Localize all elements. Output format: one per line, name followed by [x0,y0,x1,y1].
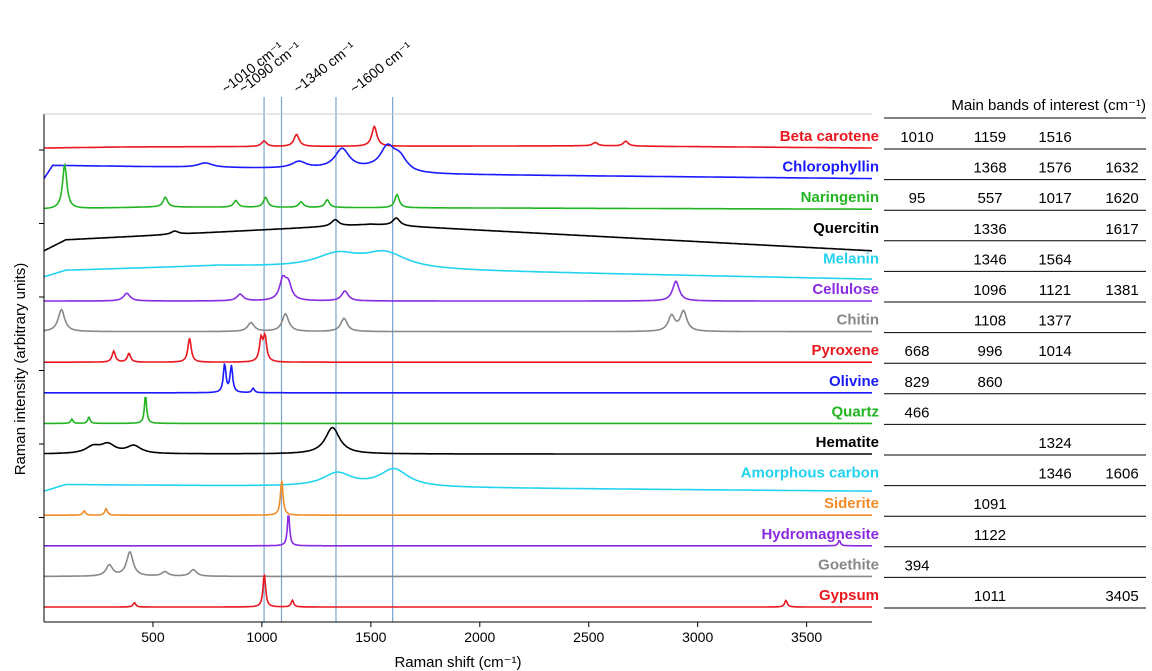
band-value: 1368 [973,160,1006,177]
spectrum-name-label: Pyroxene [811,342,879,359]
spectrum-name-label: Quartz [831,403,879,420]
band-value: 1014 [1038,343,1071,360]
band-value: 1617 [1105,221,1138,238]
band-value: 1324 [1038,435,1071,452]
reference-lines: ~1010 cm⁻¹~1090 cm⁻¹~1340 cm⁻¹~1600 cm⁻¹ [218,38,415,622]
spectrum-line [44,426,872,455]
spectra-group [43,124,872,608]
x-tick-label: 1000 [246,629,277,645]
band-value: 1336 [973,221,1006,238]
x-tick-label: 1500 [355,629,386,645]
band-value: 1346 [1038,466,1071,483]
bands-table: 1010 1159 1516 1368 1576 1632 95 557 1017 1620 133… [884,117,1146,605]
y-ticks [39,149,44,518]
band-value: 1122 [974,527,1006,544]
x-axis-label: Raman shift (cm⁻¹) [394,654,521,671]
spectrum-names: Beta carotene Chlorophyllin Naringenin Quer… [741,128,1146,609]
band-value: 1010 [900,129,933,146]
y-axis-label: Raman intensity (arbitrary units) [12,263,29,476]
x-tick-label: 3000 [682,629,713,645]
spectrum-line [44,551,872,578]
spectrum-line [44,331,872,363]
band-value: 1017 [1038,190,1071,207]
x-tick-label: 2500 [573,629,604,645]
spectrum-name-label: Beta carotene [780,128,879,145]
spectrum-name-label: Chlorophyllin [782,159,879,176]
band-value: 668 [904,343,929,360]
band-value: 1632 [1105,160,1138,177]
spectrum-name-label: Hydromagnesite [761,526,879,543]
spectrum-line [43,161,872,210]
spectrum-line [44,515,872,547]
table-header: Main bands of interest (cm⁻¹) [951,97,1146,114]
band-value: 1091 [973,496,1006,513]
band-value: 394 [904,557,929,574]
band-value: 1381 [1105,282,1138,299]
band-value: 557 [977,190,1002,207]
band-value: 1516 [1038,129,1071,146]
axes [43,113,872,623]
x-tick-label: 2000 [464,629,495,645]
reference-line-label: ~1600 cm⁻¹ [347,38,415,96]
band-value: 95 [909,190,926,207]
band-value: 3405 [1105,588,1138,605]
spectrum-line [44,274,872,302]
spectrum-name-label: Amorphous carbon [741,465,879,482]
spectrum-name-label: Hematite [816,434,879,451]
band-value: 1606 [1105,466,1138,483]
spectrum-line [43,308,872,333]
x-ticks: 500 1000 1500 2000 2500 3000 3500 [141,622,822,645]
band-value: 1377 [1038,313,1071,330]
band-value: 1564 [1038,251,1071,268]
spectrum-name-label: Chitin [837,312,880,329]
x-tick-label: 500 [141,629,165,645]
spectrum-name-label: Gypsum [819,587,879,604]
spectrum-line [44,574,872,608]
band-value: 1346 [973,251,1006,268]
spectrum-name-label: Olivine [829,373,879,390]
spectrum-line [44,124,872,149]
band-value: 1159 [974,129,1006,146]
band-value: 860 [977,374,1002,391]
spectrum-line [44,480,872,516]
spectrum-name-label: Melanin [823,250,879,267]
band-value: 1576 [1038,160,1071,177]
spectrum-line [44,396,872,425]
band-value: 1108 [974,313,1006,330]
spectrum-line [43,143,872,180]
spectrum-name-label: Naringenin [801,189,879,206]
spectrum-name-label: Cellulose [812,281,879,298]
spectrum-name-label: Siderite [824,495,879,512]
band-value: 829 [904,374,929,391]
spectrum-name-label: Goethite [818,556,879,573]
spectrum-name-label: Quercitin [813,220,879,237]
spectrum-line [44,363,872,394]
band-value: 996 [977,343,1002,360]
band-value: 1096 [973,282,1006,299]
spectrum-line [43,217,872,252]
band-value: 1121 [1039,282,1071,299]
band-value: 1620 [1105,190,1138,207]
spectrum-line [43,249,872,280]
band-value: 466 [904,404,929,421]
spectrum-line [43,467,872,492]
x-tick-label: 3500 [791,629,822,645]
band-value: 1011 [974,588,1006,605]
